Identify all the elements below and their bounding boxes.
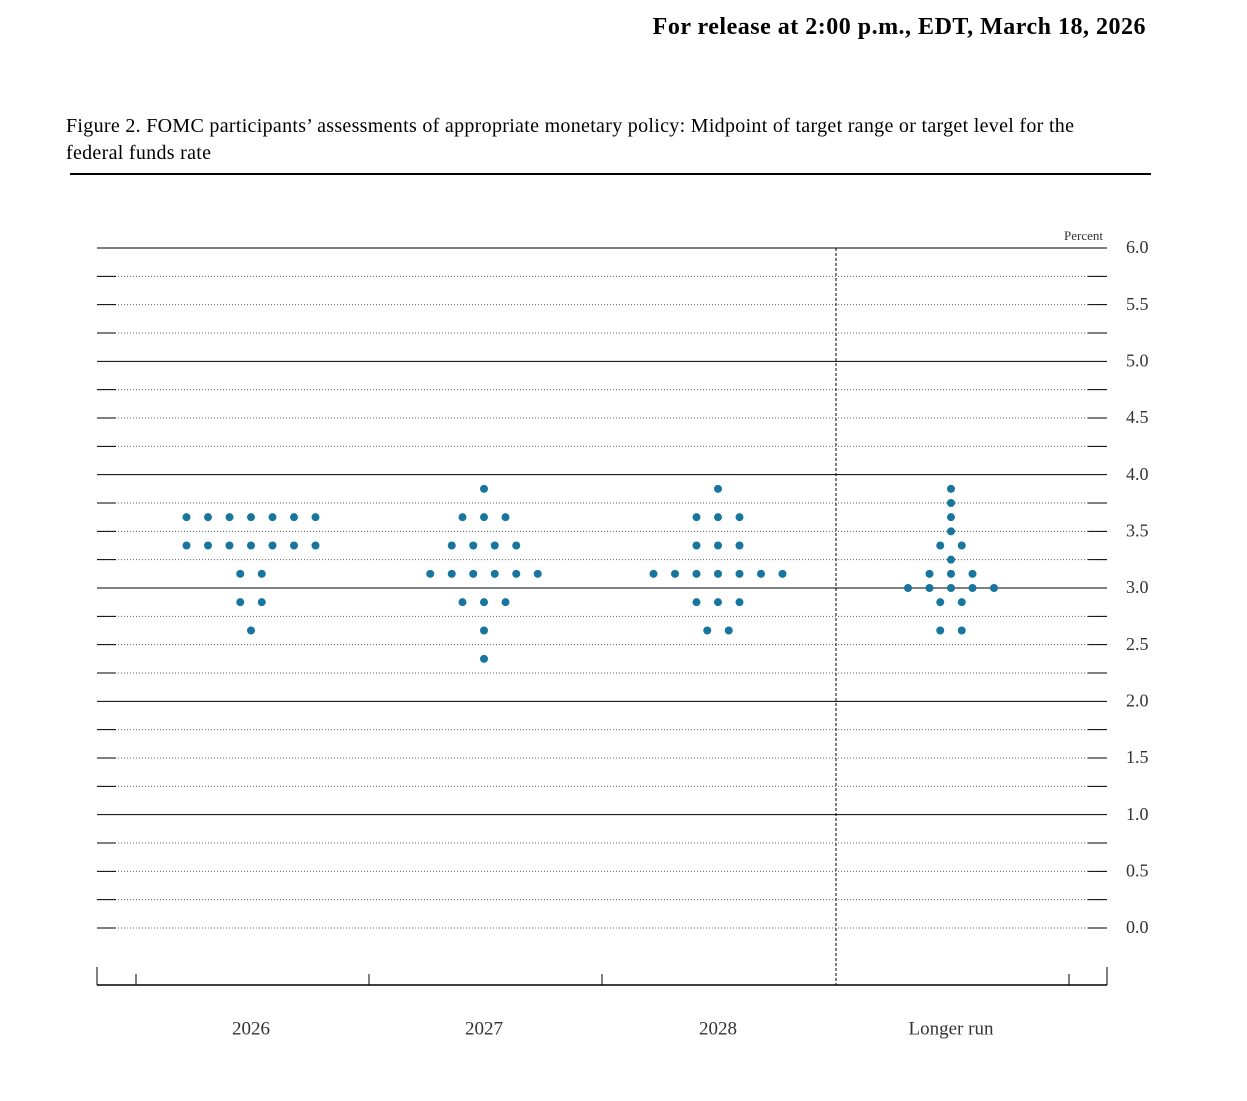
dot — [501, 598, 510, 607]
dot — [533, 569, 542, 578]
y-tick-label: 0.0 — [1126, 917, 1149, 937]
dot — [247, 541, 255, 550]
dot — [182, 541, 191, 550]
y-tick-label: 3.5 — [1126, 520, 1149, 540]
release-header: For release at 2:00 p.m., EDT, March 18,… — [652, 14, 1146, 40]
dot — [778, 569, 787, 578]
dot — [257, 569, 266, 578]
dot — [426, 569, 435, 578]
y-tick-label: 6.0 — [1126, 237, 1149, 257]
dot — [936, 598, 945, 607]
dot — [947, 513, 955, 522]
dot — [247, 513, 255, 522]
dot — [290, 541, 298, 550]
dot — [458, 513, 467, 522]
dot — [512, 541, 521, 550]
dot — [247, 626, 255, 635]
x-tick-label: 2027 — [465, 1018, 503, 1039]
x-tick-label: 2028 — [699, 1018, 737, 1039]
chart-title: Figure 2. FOMC participants’ assessments… — [66, 115, 1075, 164]
dot — [947, 527, 955, 536]
dot — [692, 541, 701, 550]
dot — [257, 598, 266, 607]
y-tick-label: 5.0 — [1126, 350, 1149, 370]
dot — [671, 569, 679, 578]
dot — [936, 626, 945, 635]
dot — [469, 541, 478, 550]
dot — [480, 654, 488, 663]
dot — [490, 541, 499, 550]
dot — [692, 598, 701, 607]
dot — [225, 541, 234, 550]
dot — [990, 584, 998, 592]
dot — [225, 513, 234, 522]
dot — [968, 569, 977, 578]
dot — [735, 513, 744, 522]
y-tick-label: 2.5 — [1126, 634, 1149, 654]
dot — [290, 513, 298, 522]
dot — [447, 541, 456, 550]
dot — [458, 598, 467, 607]
dot — [925, 569, 934, 578]
y-tick-label: 1.0 — [1126, 804, 1149, 824]
dot — [501, 513, 510, 522]
dot — [947, 584, 955, 592]
dot — [649, 569, 658, 578]
dot — [724, 626, 733, 635]
dot — [714, 484, 722, 493]
dot — [490, 569, 499, 578]
dot — [311, 541, 320, 550]
dot — [735, 541, 744, 550]
y-tick-label: 4.0 — [1126, 464, 1149, 484]
dot — [968, 584, 977, 592]
dot — [480, 598, 488, 607]
dot — [936, 541, 945, 550]
y-tick-label: 0.5 — [1126, 860, 1149, 880]
dot — [714, 598, 722, 607]
dot — [947, 484, 955, 493]
dot — [692, 513, 701, 522]
dot — [182, 513, 191, 522]
dot — [947, 499, 955, 507]
y-tick-label: 4.5 — [1126, 407, 1149, 427]
title-rule — [70, 173, 1151, 175]
dot — [268, 513, 277, 522]
dot — [904, 584, 912, 592]
y-tick-label: 2.0 — [1126, 690, 1149, 710]
dot — [692, 569, 701, 578]
dot — [714, 513, 722, 522]
dot — [957, 598, 966, 607]
dot — [757, 569, 765, 578]
dot — [735, 598, 744, 607]
dot — [947, 569, 955, 578]
dot — [957, 626, 966, 635]
x-tick-label: 2026 — [232, 1018, 270, 1039]
y-tick-label: 5.5 — [1126, 294, 1149, 314]
dot — [714, 541, 722, 550]
dot — [469, 569, 478, 578]
dot — [311, 513, 320, 522]
dot — [703, 626, 712, 635]
dot — [480, 484, 488, 493]
dot — [268, 541, 277, 550]
dot — [480, 513, 488, 522]
dot — [735, 569, 744, 578]
dot — [714, 569, 722, 578]
dot — [204, 541, 212, 550]
y-tick-label: 3.0 — [1126, 577, 1149, 597]
dot — [236, 598, 245, 607]
y-axis-label: Percent — [1064, 228, 1103, 243]
dot — [236, 569, 245, 578]
dot — [480, 626, 488, 635]
dot — [957, 541, 966, 550]
dot — [947, 555, 955, 564]
dot — [512, 569, 521, 578]
dot — [925, 584, 934, 592]
dot — [447, 569, 456, 578]
dot — [204, 513, 212, 522]
y-tick-label: 1.5 — [1126, 747, 1149, 767]
x-tick-label: Longer run — [909, 1018, 994, 1039]
